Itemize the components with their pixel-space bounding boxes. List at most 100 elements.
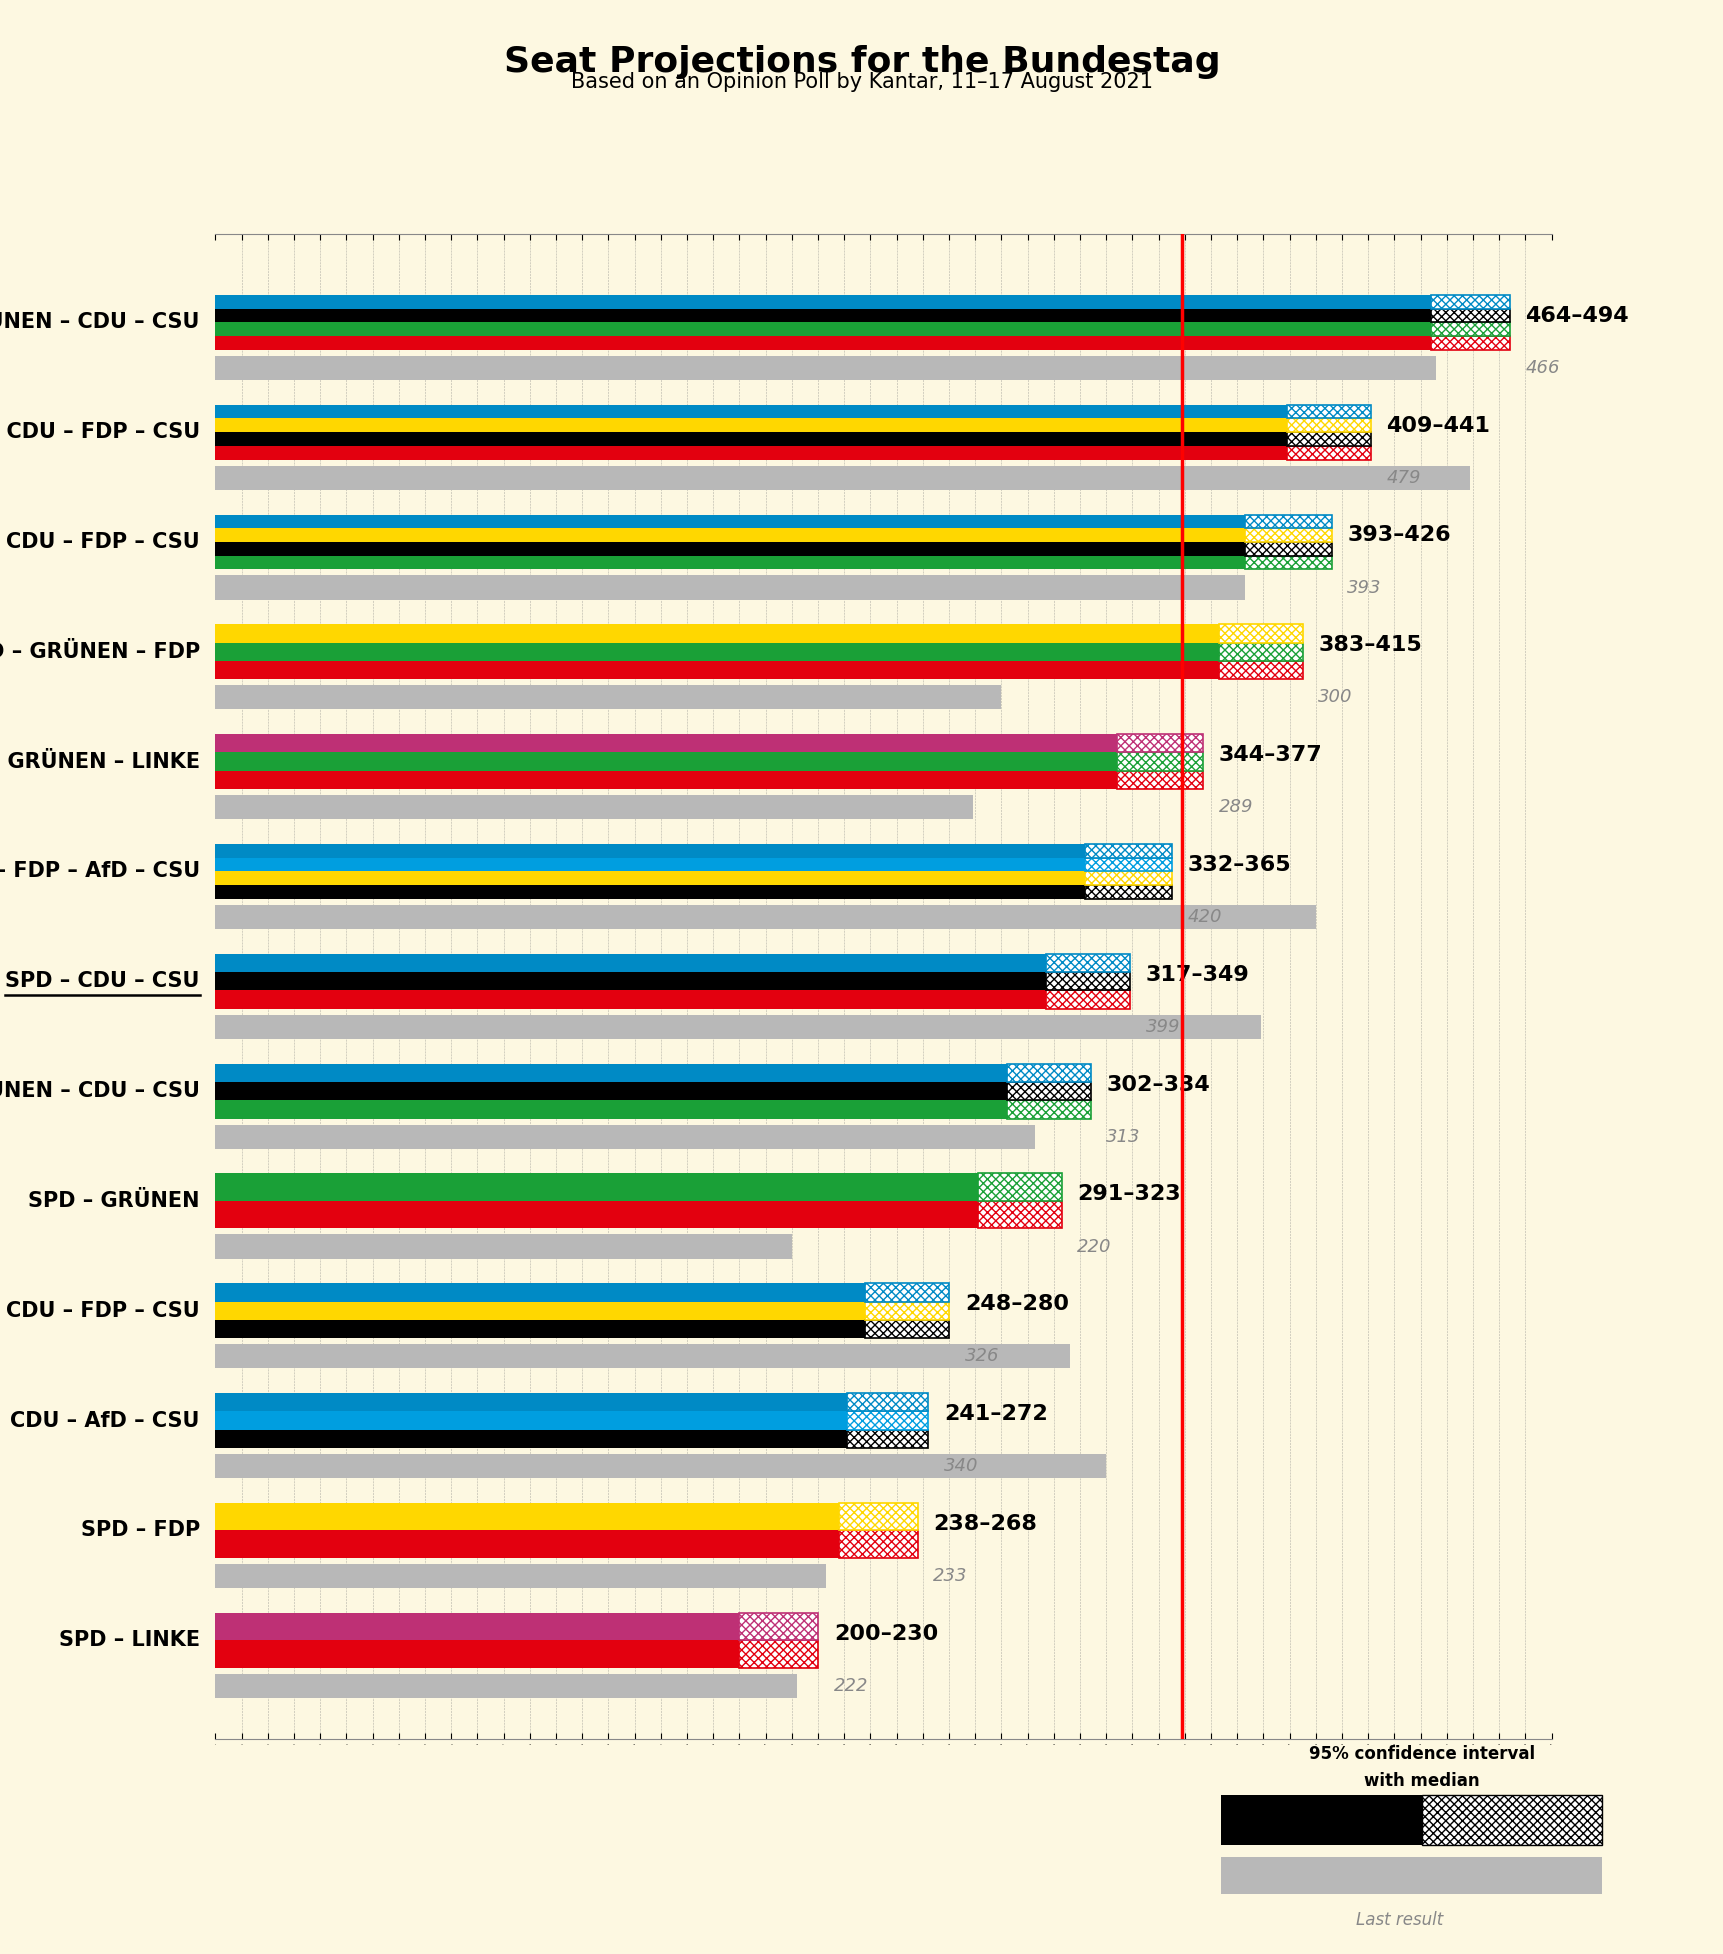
Text: SPD – FDP: SPD – FDP bbox=[81, 1520, 200, 1540]
Bar bbox=[1117, 735, 1203, 752]
Text: 313: 313 bbox=[1106, 1127, 1141, 1145]
Bar bbox=[865, 1301, 948, 1319]
Bar bbox=[215, 1202, 977, 1229]
Bar bbox=[215, 1319, 865, 1338]
Bar bbox=[215, 1530, 839, 1557]
Bar bbox=[215, 752, 1117, 770]
Text: 248–280: 248–280 bbox=[965, 1294, 1068, 1315]
Bar bbox=[215, 1411, 846, 1430]
Bar bbox=[1117, 752, 1203, 770]
Bar bbox=[1085, 844, 1172, 858]
Bar bbox=[1006, 1083, 1091, 1100]
Bar bbox=[215, 905, 1315, 928]
Text: SPD – CDU – FDP – CSU: SPD – CDU – FDP – CSU bbox=[0, 422, 200, 442]
Bar bbox=[215, 576, 1244, 600]
Bar bbox=[1046, 991, 1129, 1008]
Bar bbox=[1430, 295, 1509, 309]
Text: SPD – CDU – CSU: SPD – CDU – CSU bbox=[5, 971, 200, 991]
Bar bbox=[1218, 643, 1303, 660]
Bar bbox=[1244, 541, 1330, 555]
Bar bbox=[865, 1284, 948, 1301]
Text: 222: 222 bbox=[834, 1677, 868, 1694]
Text: 383–415: 383–415 bbox=[1318, 635, 1421, 655]
Bar bbox=[1006, 1100, 1091, 1118]
Bar bbox=[215, 973, 1046, 991]
Text: 289: 289 bbox=[1218, 797, 1253, 817]
Bar bbox=[977, 1202, 1061, 1229]
Bar bbox=[846, 1411, 927, 1430]
Bar bbox=[215, 528, 1244, 541]
Bar bbox=[1085, 871, 1172, 885]
Text: SPD – GRÜNEN – FDP: SPD – GRÜNEN – FDP bbox=[0, 641, 200, 662]
Text: 479: 479 bbox=[1385, 469, 1420, 487]
Bar bbox=[1430, 336, 1509, 350]
Text: SPD – LINKE: SPD – LINKE bbox=[59, 1630, 200, 1651]
Bar bbox=[839, 1530, 917, 1557]
Bar bbox=[215, 991, 1046, 1008]
Bar bbox=[215, 643, 1218, 660]
Bar bbox=[215, 885, 1085, 899]
Bar bbox=[215, 418, 1287, 432]
Bar bbox=[1085, 885, 1172, 899]
Text: 464–494: 464–494 bbox=[1525, 305, 1628, 326]
Bar bbox=[215, 514, 1244, 528]
Bar bbox=[215, 770, 1117, 789]
Text: CDU – FDP – CSU: CDU – FDP – CSU bbox=[7, 1301, 200, 1321]
Bar bbox=[215, 465, 1470, 490]
Bar bbox=[1287, 446, 1370, 459]
Text: 220: 220 bbox=[1077, 1237, 1111, 1256]
Text: 399: 399 bbox=[1144, 1018, 1179, 1036]
Bar bbox=[215, 1393, 846, 1411]
Bar bbox=[865, 1319, 948, 1338]
Text: 340: 340 bbox=[942, 1458, 977, 1475]
Text: 233: 233 bbox=[932, 1567, 967, 1585]
Text: SPD – GRÜNEN: SPD – GRÜNEN bbox=[28, 1190, 200, 1211]
Bar bbox=[1244, 555, 1330, 569]
Bar bbox=[1244, 514, 1330, 528]
Bar bbox=[1287, 418, 1370, 432]
Bar bbox=[1046, 954, 1129, 973]
Bar bbox=[846, 1430, 927, 1448]
Bar bbox=[839, 1503, 917, 1530]
Bar bbox=[215, 1344, 1068, 1368]
Bar bbox=[1287, 404, 1370, 418]
Text: 200–230: 200–230 bbox=[834, 1624, 937, 1643]
Bar bbox=[215, 432, 1287, 446]
Bar bbox=[215, 1126, 1036, 1149]
Bar bbox=[215, 660, 1218, 680]
Text: 300: 300 bbox=[1318, 688, 1353, 707]
Bar bbox=[1006, 1063, 1091, 1083]
Bar bbox=[215, 1083, 1006, 1100]
Text: SPD – GRÜNEN – CDU – CSU: SPD – GRÜNEN – CDU – CSU bbox=[0, 313, 200, 332]
Bar bbox=[215, 1563, 825, 1589]
Bar bbox=[215, 555, 1244, 569]
Text: 326: 326 bbox=[965, 1348, 999, 1366]
Bar bbox=[215, 541, 1244, 555]
Bar bbox=[215, 295, 1430, 309]
Bar bbox=[977, 1174, 1061, 1202]
Text: Based on an Opinion Poll by Kantar, 11–17 August 2021: Based on an Opinion Poll by Kantar, 11–1… bbox=[570, 72, 1153, 92]
Bar bbox=[215, 356, 1435, 379]
Bar bbox=[1117, 770, 1203, 789]
Bar bbox=[1218, 660, 1303, 680]
Bar bbox=[1430, 322, 1509, 336]
Text: GRÜNEN – CDU – CSU: GRÜNEN – CDU – CSU bbox=[0, 1081, 200, 1102]
Bar bbox=[215, 954, 1046, 973]
Bar bbox=[215, 1063, 1006, 1083]
Bar bbox=[215, 1454, 1106, 1479]
Bar bbox=[215, 1503, 839, 1530]
Bar bbox=[1244, 528, 1330, 541]
Bar bbox=[1220, 1796, 1421, 1845]
Bar bbox=[215, 625, 1218, 643]
Bar bbox=[215, 1235, 791, 1258]
Bar bbox=[215, 871, 1085, 885]
Bar bbox=[215, 1100, 1006, 1118]
Bar bbox=[1218, 625, 1303, 643]
Bar bbox=[1085, 858, 1172, 871]
Text: Seat Projections for the Bundestag: Seat Projections for the Bundestag bbox=[503, 45, 1220, 78]
Bar bbox=[215, 1639, 739, 1667]
Bar bbox=[215, 735, 1117, 752]
Text: 420: 420 bbox=[1187, 909, 1222, 926]
Bar bbox=[215, 1301, 865, 1319]
Bar bbox=[1220, 1856, 1601, 1893]
